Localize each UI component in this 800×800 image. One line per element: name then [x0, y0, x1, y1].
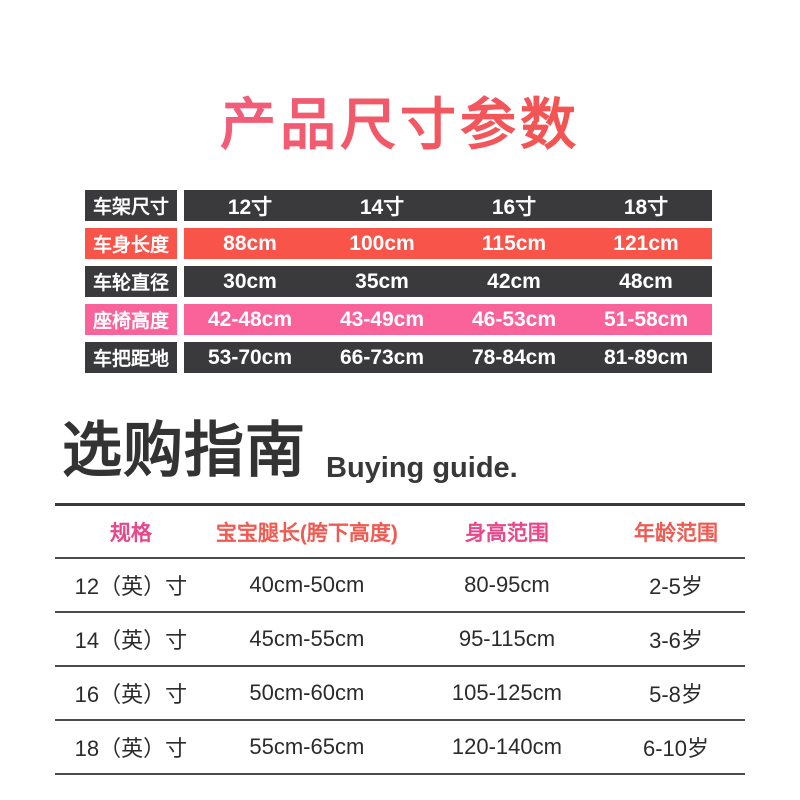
- guide-table-row: 14（英）寸 45cm-55cm 95-115cm 3-6岁: [55, 613, 745, 667]
- spec-row-label: 车把距地: [85, 342, 177, 373]
- guide-cell: 40cm-50cm: [249, 572, 365, 597]
- spec-row-label: 车轮直径: [85, 266, 177, 297]
- spec-row-values: 88cm 100cm 115cm 121cm: [184, 228, 712, 259]
- guide-cell: 12（英）寸: [74, 574, 188, 599]
- spec-row-label: 车身长度: [85, 228, 177, 259]
- spec-cell: 14寸: [359, 195, 405, 219]
- guide-cell: 6-10岁: [642, 736, 709, 761]
- guide-cell: 120-140cm: [451, 734, 562, 759]
- spec-cell: 42cm: [487, 269, 541, 293]
- guide-cell: 14（英）寸: [74, 628, 188, 653]
- spec-cell: 121cm: [613, 231, 679, 255]
- guide-cell: 16（英）寸: [74, 682, 188, 707]
- spec-cell: 78-84cm: [471, 345, 557, 369]
- guide-table-row: 16（英）寸 50cm-60cm 105-125cm 5-8岁: [55, 667, 745, 721]
- guide-header-age-range: 年龄范围: [633, 521, 718, 545]
- guide-table-row: 18（英）寸 55cm-65cm 120-140cm 6-10岁: [55, 721, 745, 775]
- guide-header-height-range: 身高范围: [464, 521, 549, 545]
- spec-cell: 35cm: [355, 269, 409, 293]
- spec-row-values: 42-48cm 43-49cm 46-53cm 51-58cm: [184, 304, 712, 335]
- spec-row-values: 12寸 14寸 16寸 18寸: [184, 190, 712, 221]
- spec-cell: 18寸: [623, 195, 669, 219]
- guide-cell: 105-125cm: [451, 680, 562, 705]
- guide-subheading: Buying guide.: [326, 452, 518, 484]
- spec-cell: 48cm: [619, 269, 673, 293]
- spec-row-body-length: 车身长度 88cm 100cm 115cm 121cm: [85, 228, 712, 259]
- guide-cell: 50cm-60cm: [249, 680, 365, 705]
- guide-cell: 5-8岁: [649, 682, 703, 707]
- guide-cell: 18（英）寸: [74, 736, 188, 761]
- spec-row-seat-height: 座椅高度 42-48cm 43-49cm 46-53cm 51-58cm: [85, 304, 712, 335]
- spec-cell: 43-49cm: [339, 307, 425, 331]
- spec-table: 车架尺寸 12寸 14寸 16寸 18寸 车身长度 88cm 100cm 115…: [85, 190, 712, 380]
- spec-cell: 53-70cm: [207, 345, 293, 369]
- spec-row-handlebar-height: 车把距地 53-70cm 66-73cm 78-84cm 81-89cm: [85, 342, 712, 373]
- guide-cell: 3-6岁: [649, 628, 703, 653]
- guide-cell: 45cm-55cm: [249, 626, 365, 651]
- guide-table: 规格 宝宝腿长(胯下高度) 身高范围 年龄范围 12（英）寸 40cm-50cm…: [55, 503, 745, 775]
- spec-row-values: 53-70cm 66-73cm 78-84cm 81-89cm: [184, 342, 712, 373]
- guide-table-header-row: 规格 宝宝腿长(胯下高度) 身高范围 年龄范围: [55, 506, 745, 559]
- spec-cell: 81-89cm: [603, 345, 689, 369]
- guide-header-leg-length: 宝宝腿长(胯下高度): [215, 521, 398, 545]
- guide-header-spec: 规格: [109, 521, 152, 545]
- spec-cell: 88cm: [223, 231, 277, 255]
- spec-cell: 115cm: [481, 231, 547, 255]
- spec-row-wheel-diameter: 车轮直径 30cm 35cm 42cm 48cm: [85, 266, 712, 297]
- spec-cell: 42-48cm: [207, 307, 293, 331]
- guide-cell: 95-115cm: [458, 626, 556, 651]
- spec-cell: 30cm: [223, 269, 277, 293]
- spec-cell: 16寸: [491, 195, 537, 219]
- guide-cell: 2-5岁: [649, 574, 703, 599]
- guide-heading: 选购指南: [62, 417, 306, 484]
- guide-cell: 80-95cm: [464, 572, 550, 597]
- spec-cell: 46-53cm: [471, 307, 557, 331]
- spec-cell: 12寸: [227, 195, 273, 219]
- page-title: 产品尺寸参数: [0, 80, 800, 161]
- spec-row-label: 座椅高度: [85, 304, 177, 335]
- spec-row-values: 30cm 35cm 42cm 48cm: [184, 266, 712, 297]
- spec-cell: 51-58cm: [603, 307, 689, 331]
- spec-row-frame-size: 车架尺寸 12寸 14寸 16寸 18寸: [85, 190, 712, 221]
- spec-row-label: 车架尺寸: [85, 190, 177, 221]
- guide-cell: 55cm-65cm: [249, 734, 365, 759]
- spec-cell: 100cm: [349, 231, 415, 255]
- spec-cell: 66-73cm: [339, 345, 425, 369]
- guide-table-row: 12（英）寸 40cm-50cm 80-95cm 2-5岁: [55, 559, 745, 613]
